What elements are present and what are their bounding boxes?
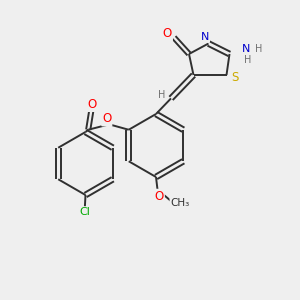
Text: N: N [201,32,209,42]
Text: Cl: Cl [80,207,90,218]
Text: O: O [155,190,164,203]
Text: S: S [231,71,239,84]
Text: O: O [87,98,96,111]
Text: H: H [255,44,262,54]
Text: N: N [242,44,250,54]
Text: H: H [244,55,251,65]
Text: CH₃: CH₃ [170,198,190,208]
Text: O: O [163,27,172,40]
Text: H: H [158,90,166,100]
Text: O: O [102,112,111,125]
